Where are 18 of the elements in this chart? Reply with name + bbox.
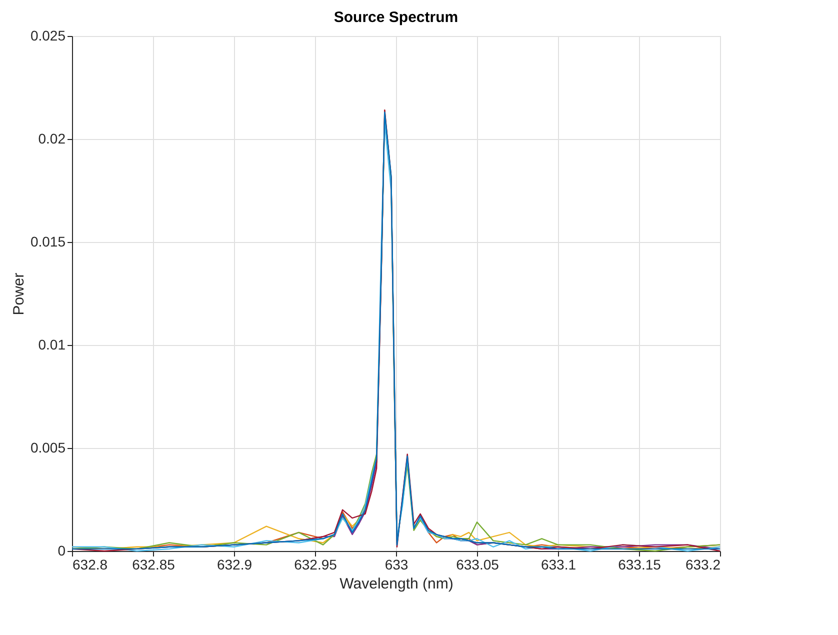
y-tick-label: 0.015 (30, 234, 66, 250)
x-tick-label: 633.15 (618, 556, 662, 572)
x-tick-label: 633.05 (456, 556, 500, 572)
x-tick-label: 633 (384, 556, 408, 572)
chart-title: Source Spectrum (334, 9, 458, 26)
x-tick-label: 632.9 (216, 556, 252, 572)
x-axis-title: Wavelength (nm) (340, 576, 454, 592)
x-tick-label: 632.85 (132, 556, 176, 572)
x-tick-label: 633.1 (540, 556, 576, 572)
y-axis-title: Power (10, 272, 28, 316)
y-tick-label: 0.025 (30, 28, 66, 44)
y-tick-label: 0.02 (38, 130, 66, 146)
y-tick-label: 0 (58, 542, 66, 558)
y-tick-label: 0.005 (30, 440, 66, 456)
y-tick-label: 0.01 (38, 336, 66, 352)
x-tick-label: 633.2 (685, 556, 721, 572)
x-tick-label: 632.8 (72, 556, 108, 572)
x-tick-label: 632.95 (294, 556, 338, 572)
